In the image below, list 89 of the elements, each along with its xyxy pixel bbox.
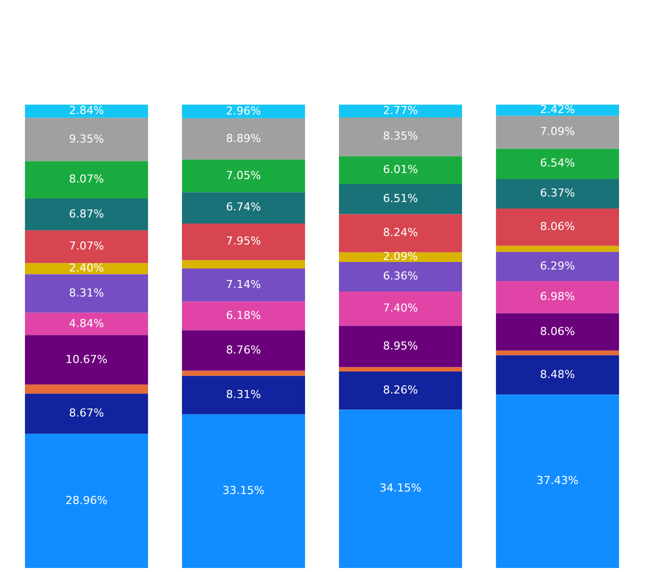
bar — [24, 394, 148, 434]
data-label: 2.09% — [383, 250, 418, 264]
bar — [496, 179, 620, 209]
data-label: 6.18% — [226, 308, 261, 322]
data-label: 2.40% — [69, 262, 104, 275]
data-label: 7.07% — [69, 240, 104, 253]
data-label: 8.31% — [226, 388, 261, 402]
bar — [182, 104, 306, 118]
bar — [24, 230, 148, 264]
bar — [182, 223, 306, 260]
bar — [338, 118, 462, 156]
data-label: 8.48% — [540, 368, 575, 381]
data-label: 33.15% — [222, 484, 264, 498]
bar — [182, 414, 306, 568]
bar — [24, 198, 148, 230]
data-label: 8.95% — [383, 339, 418, 352]
data-label: 6.37% — [540, 186, 575, 200]
bar — [24, 118, 148, 162]
data-label: 8.26% — [383, 383, 418, 396]
data-label: 2.77% — [383, 104, 418, 117]
data-label: 7.14% — [226, 278, 261, 291]
data-label: 28.96% — [66, 494, 108, 507]
bar — [24, 312, 148, 336]
bar — [24, 434, 148, 568]
bar — [182, 302, 306, 330]
bar — [496, 148, 620, 180]
data-label: 8.76% — [226, 343, 261, 356]
data-label: 6.98% — [540, 290, 575, 303]
bar — [182, 260, 306, 268]
bar — [496, 252, 620, 281]
bar — [182, 268, 306, 302]
bar — [338, 104, 462, 118]
data-label: 8.06% — [540, 324, 575, 338]
data-label: 8.07% — [69, 172, 104, 186]
bar — [496, 355, 620, 395]
bar — [496, 208, 620, 246]
data-label: 7.40% — [383, 302, 418, 315]
data-label: 8.89% — [226, 132, 261, 145]
bar — [182, 192, 306, 224]
bar — [496, 116, 620, 149]
data-label: 10.67% — [66, 352, 108, 366]
bar — [338, 262, 462, 292]
data-label: 6.54% — [540, 156, 575, 170]
bar — [338, 292, 462, 326]
data-label: 7.05% — [226, 168, 261, 182]
data-label: 6.01% — [383, 162, 418, 176]
data-label: 2.42% — [540, 103, 575, 116]
bar — [182, 370, 306, 376]
bar — [24, 384, 148, 394]
bar — [496, 104, 620, 116]
data-label: 7.95% — [226, 234, 261, 248]
data-label: 2.96% — [226, 104, 261, 118]
bar — [24, 104, 148, 118]
data-label: 34.15% — [380, 482, 422, 495]
bar — [24, 263, 148, 274]
bar — [496, 246, 620, 252]
data-label: 7.09% — [540, 125, 575, 138]
bar — [338, 156, 462, 184]
bar — [496, 313, 620, 351]
data-label: 6.74% — [226, 200, 261, 214]
bar — [496, 350, 620, 356]
bar — [338, 372, 462, 410]
bar — [24, 335, 148, 385]
bar — [24, 274, 148, 313]
bar — [182, 118, 306, 160]
data-label: 6.51% — [383, 192, 418, 205]
bar — [496, 280, 620, 314]
data-label: 8.24% — [383, 226, 418, 240]
data-label: 6.87% — [69, 207, 104, 220]
bar — [496, 394, 620, 568]
bar — [182, 330, 306, 371]
bar — [338, 326, 462, 368]
data-label: 8.31% — [69, 286, 104, 300]
data-label: 8.06% — [540, 220, 575, 234]
bar — [338, 214, 462, 252]
bar — [182, 160, 306, 192]
bar — [338, 410, 462, 568]
data-label: 6.36% — [383, 270, 418, 283]
data-label: 4.84% — [69, 316, 104, 330]
data-label: 9.35% — [69, 132, 104, 146]
data-label: 6.29% — [540, 259, 575, 272]
bar — [338, 184, 462, 214]
bar — [182, 376, 306, 414]
bar — [338, 367, 462, 372]
data-label: 37.43% — [536, 474, 578, 488]
bar — [24, 161, 148, 199]
data-label: 8.35% — [383, 130, 418, 143]
data-label: 2.84% — [69, 104, 104, 118]
data-label: 8.67% — [69, 406, 104, 420]
